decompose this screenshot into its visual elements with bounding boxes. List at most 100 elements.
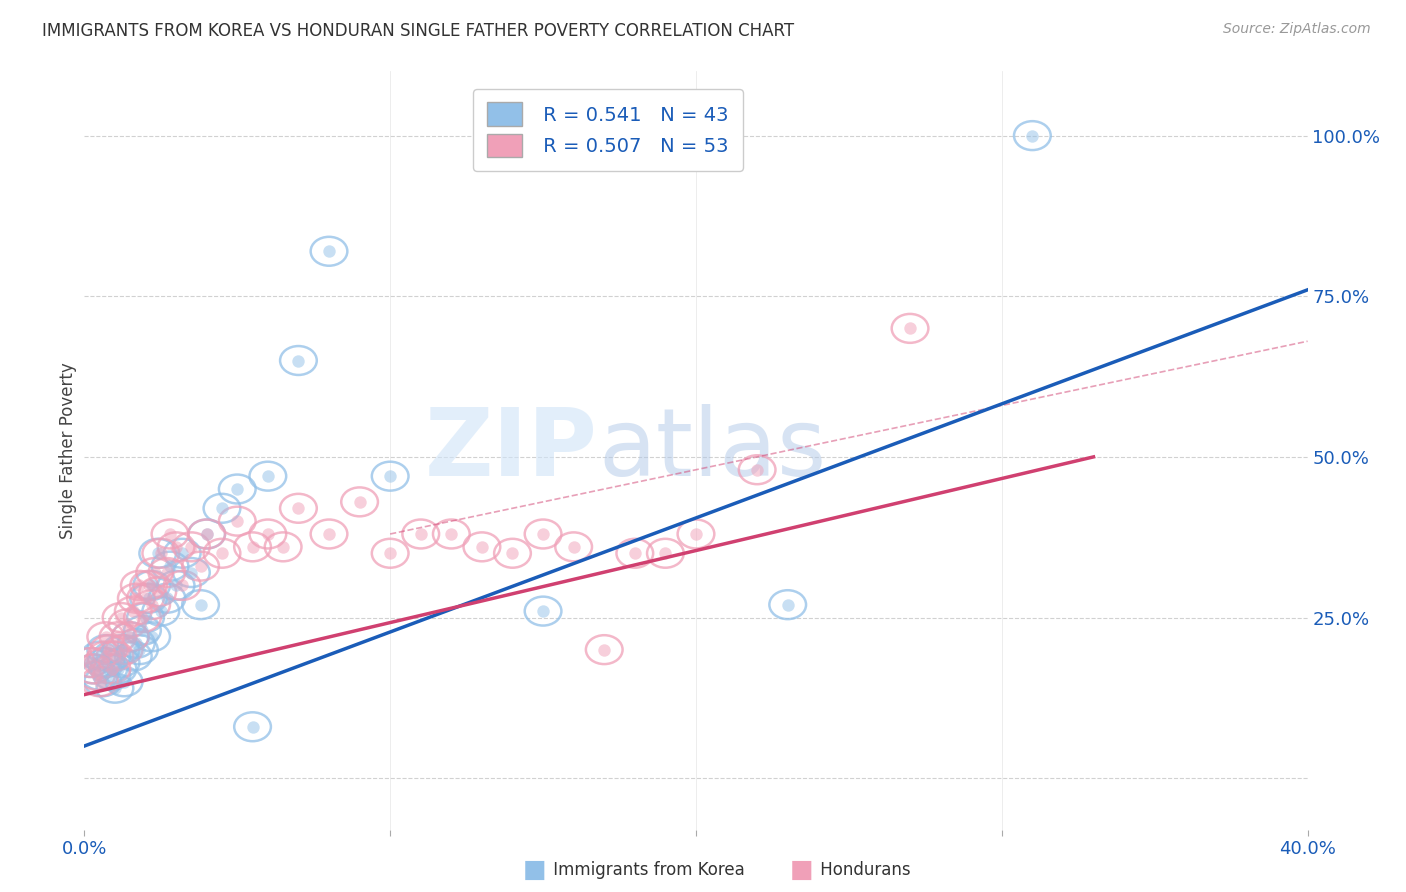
Point <box>531 604 554 618</box>
Point <box>624 546 647 560</box>
Point <box>141 578 163 592</box>
Point <box>135 591 157 606</box>
Point <box>110 610 132 624</box>
Point <box>104 681 127 696</box>
Text: ■: ■ <box>523 858 546 881</box>
Point <box>380 469 402 483</box>
Point <box>83 662 105 676</box>
Point <box>211 501 233 516</box>
Point <box>83 662 105 676</box>
Point <box>149 546 172 560</box>
Point <box>135 610 157 624</box>
Point <box>101 668 124 682</box>
Point <box>86 668 108 682</box>
Point <box>593 642 616 657</box>
Point <box>110 642 132 657</box>
Point <box>190 598 212 612</box>
Point <box>143 566 166 580</box>
Y-axis label: Single Father Poverty: Single Father Poverty <box>59 362 77 539</box>
Point <box>211 546 233 560</box>
Point <box>172 546 194 560</box>
Point <box>226 514 249 528</box>
Point <box>120 630 142 644</box>
Point <box>349 495 371 509</box>
Point <box>125 636 148 650</box>
Point <box>502 546 524 560</box>
Point <box>287 353 309 368</box>
Point <box>685 527 707 541</box>
Point <box>440 527 463 541</box>
Point <box>242 540 264 554</box>
Point <box>89 674 111 689</box>
Text: ■: ■ <box>790 858 813 881</box>
Point <box>138 591 160 606</box>
Point <box>1021 128 1043 143</box>
Point <box>104 649 127 664</box>
Point <box>79 656 101 670</box>
Point <box>195 527 218 541</box>
Point <box>146 546 169 560</box>
Point <box>101 649 124 664</box>
Point <box>94 656 117 670</box>
Text: Source: ZipAtlas.com: Source: ZipAtlas.com <box>1223 22 1371 37</box>
Point <box>101 662 124 676</box>
Point <box>159 559 181 574</box>
Point <box>131 624 153 638</box>
Point <box>131 610 153 624</box>
Point <box>409 527 432 541</box>
Point <box>141 630 163 644</box>
Point <box>128 642 150 657</box>
Text: Hondurans: Hondurans <box>815 861 911 879</box>
Point <box>138 578 160 592</box>
Point <box>654 546 676 560</box>
Point <box>287 501 309 516</box>
Point <box>156 566 179 580</box>
Point <box>110 656 132 670</box>
Point <box>190 559 212 574</box>
Point <box>112 642 135 657</box>
Point <box>195 527 218 541</box>
Point <box>257 527 280 541</box>
Point <box>89 649 111 664</box>
Point <box>107 662 129 676</box>
Point <box>531 527 554 541</box>
Point <box>125 591 148 606</box>
Legend:  R = 0.541   N = 43,  R = 0.507   N = 53: R = 0.541 N = 43, R = 0.507 N = 53 <box>474 88 742 171</box>
Point <box>146 584 169 599</box>
Point <box>120 630 142 644</box>
Text: Immigrants from Korea: Immigrants from Korea <box>548 861 745 879</box>
Point <box>94 630 117 644</box>
Point <box>79 656 101 670</box>
Point <box>172 578 194 592</box>
Point <box>318 527 340 541</box>
Point <box>149 604 172 618</box>
Point <box>747 463 769 477</box>
Point <box>97 642 120 657</box>
Point <box>141 598 163 612</box>
Point <box>115 616 138 631</box>
Point <box>91 656 114 670</box>
Point <box>562 540 585 554</box>
Point <box>242 720 264 734</box>
Point <box>226 482 249 496</box>
Point <box>112 674 135 689</box>
Point <box>165 578 187 592</box>
Point <box>180 540 202 554</box>
Point <box>165 540 187 554</box>
Point <box>91 674 114 689</box>
Point <box>122 604 145 618</box>
Point <box>271 540 294 554</box>
Point <box>107 630 129 644</box>
Point <box>156 591 179 606</box>
Point <box>94 649 117 664</box>
Point <box>776 598 799 612</box>
Point <box>89 668 111 682</box>
Point <box>128 578 150 592</box>
Point <box>97 662 120 676</box>
Text: IMMIGRANTS FROM KOREA VS HONDURAN SINGLE FATHER POVERTY CORRELATION CHART: IMMIGRANTS FROM KOREA VS HONDURAN SINGLE… <box>42 22 794 40</box>
Point <box>380 546 402 560</box>
Point <box>257 469 280 483</box>
Point <box>180 566 202 580</box>
Point <box>318 244 340 259</box>
Point <box>471 540 494 554</box>
